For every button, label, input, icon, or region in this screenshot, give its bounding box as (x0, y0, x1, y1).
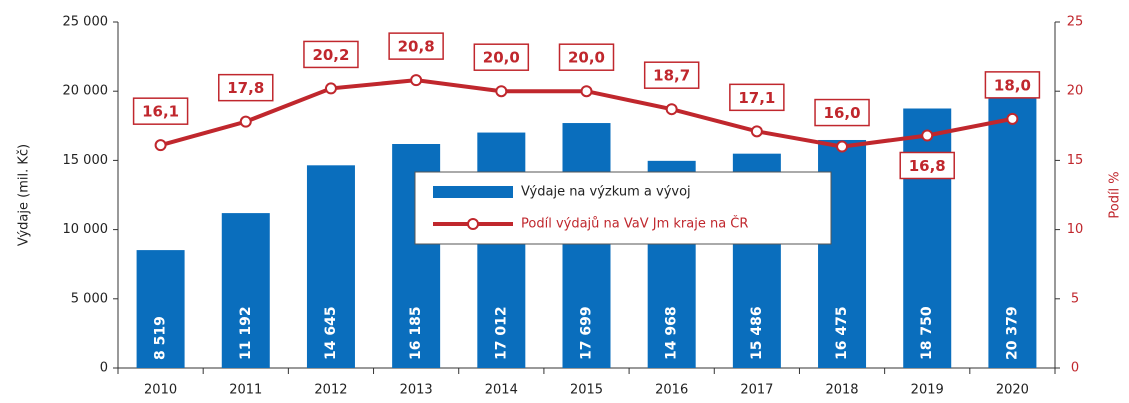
line-value-label: 16,8 (909, 157, 946, 175)
value-label-box (218, 73, 274, 102)
x-tick-label: 2013 (400, 383, 433, 398)
y2-axis-label: Podíl % (1108, 171, 1123, 218)
bar-value-label: 17 699 (579, 306, 595, 360)
bar-value-label: 15 486 (749, 306, 765, 360)
y2-tick-label: 20 (1067, 84, 1084, 99)
bar-value-label: 8 519 (153, 316, 169, 360)
line-value-label: 20,8 (398, 38, 435, 56)
bar-value-label: 11 192 (238, 306, 254, 360)
line-marker (410, 74, 423, 87)
line-value-label: 17,1 (738, 89, 775, 107)
y2-tick-label: 25 (1067, 15, 1084, 30)
value-label-box (643, 61, 700, 89)
line-value-label: 18,0 (994, 76, 1031, 94)
x-tick-label: 2014 (485, 383, 518, 398)
line-value-label: 20,0 (483, 49, 520, 67)
value-label-box (899, 151, 955, 180)
line-value-label: 20,2 (312, 46, 349, 64)
line-marker (1006, 112, 1019, 125)
x-tick-label: 2017 (740, 383, 773, 398)
x-tick-label: 2019 (911, 383, 944, 398)
bar-value-label: 16 475 (834, 306, 850, 360)
y-tick-label: 10 000 (63, 222, 109, 237)
value-label-box (303, 40, 359, 69)
legend-label: Výdaje na výzkum a vývoj (521, 185, 691, 200)
x-tick-label: 2020 (996, 383, 1029, 398)
bar-value-label: 20 379 (1004, 306, 1020, 360)
line-marker (324, 82, 337, 95)
line-marker (580, 85, 593, 98)
x-tick-label: 2010 (144, 383, 177, 398)
legend-box (414, 171, 832, 245)
legend-label: Podíl výdajů na VaV Jm kraje na ČR (521, 216, 748, 232)
x-tick-label: 2018 (825, 383, 858, 398)
x-tick-label: 2011 (229, 383, 262, 398)
x-tick-label: 2015 (570, 383, 603, 398)
bar (988, 85, 1037, 368)
y-tick-label: 5 000 (71, 291, 108, 306)
value-label-box (814, 98, 870, 127)
line-value-label: 17,8 (227, 79, 264, 97)
y2-tick-label: 0 (1071, 361, 1079, 376)
y2-tick-label: 5 (1071, 291, 1079, 306)
value-label-box (388, 32, 444, 60)
legend-swatch-marker (467, 218, 479, 230)
bar-value-label: 14 645 (323, 306, 339, 360)
bar (136, 250, 185, 368)
y-tick-label: 0 (100, 361, 108, 376)
value-label-box (473, 43, 530, 71)
bar (221, 213, 270, 368)
line-marker (239, 115, 252, 128)
line-marker (750, 125, 763, 138)
line-marker (154, 139, 167, 152)
line-value-label: 16,1 (142, 103, 179, 121)
line-value-label: 18,7 (653, 67, 690, 85)
value-label-box (729, 83, 785, 112)
y2-tick-label: 15 (1067, 153, 1084, 168)
y-tick-label: 25 000 (63, 15, 109, 30)
x-tick-label: 2012 (314, 383, 347, 398)
y-axis-label: Výdaje (mil. Kč) (17, 144, 32, 246)
line-value-label: 20,0 (568, 49, 605, 67)
line-marker (921, 129, 934, 142)
value-label-box (558, 43, 615, 71)
line-marker (836, 140, 849, 153)
y-tick-label: 15 000 (63, 153, 109, 168)
x-tick-label: 2016 (655, 383, 688, 398)
line-value-label: 16,0 (824, 104, 861, 122)
value-label-box (132, 97, 189, 125)
legend-swatch (433, 186, 513, 198)
bar (562, 123, 611, 368)
bar (306, 165, 355, 368)
bar-value-label: 14 968 (664, 306, 680, 360)
bar-value-label: 16 185 (408, 306, 424, 360)
value-label-box (984, 71, 1041, 99)
y-tick-label: 20 000 (63, 84, 109, 99)
bar-value-label: 18 750 (919, 306, 935, 360)
line-marker (495, 85, 508, 98)
y2-tick-label: 10 (1067, 222, 1084, 237)
line-marker (665, 103, 678, 116)
bar-value-label: 17 012 (493, 306, 509, 360)
